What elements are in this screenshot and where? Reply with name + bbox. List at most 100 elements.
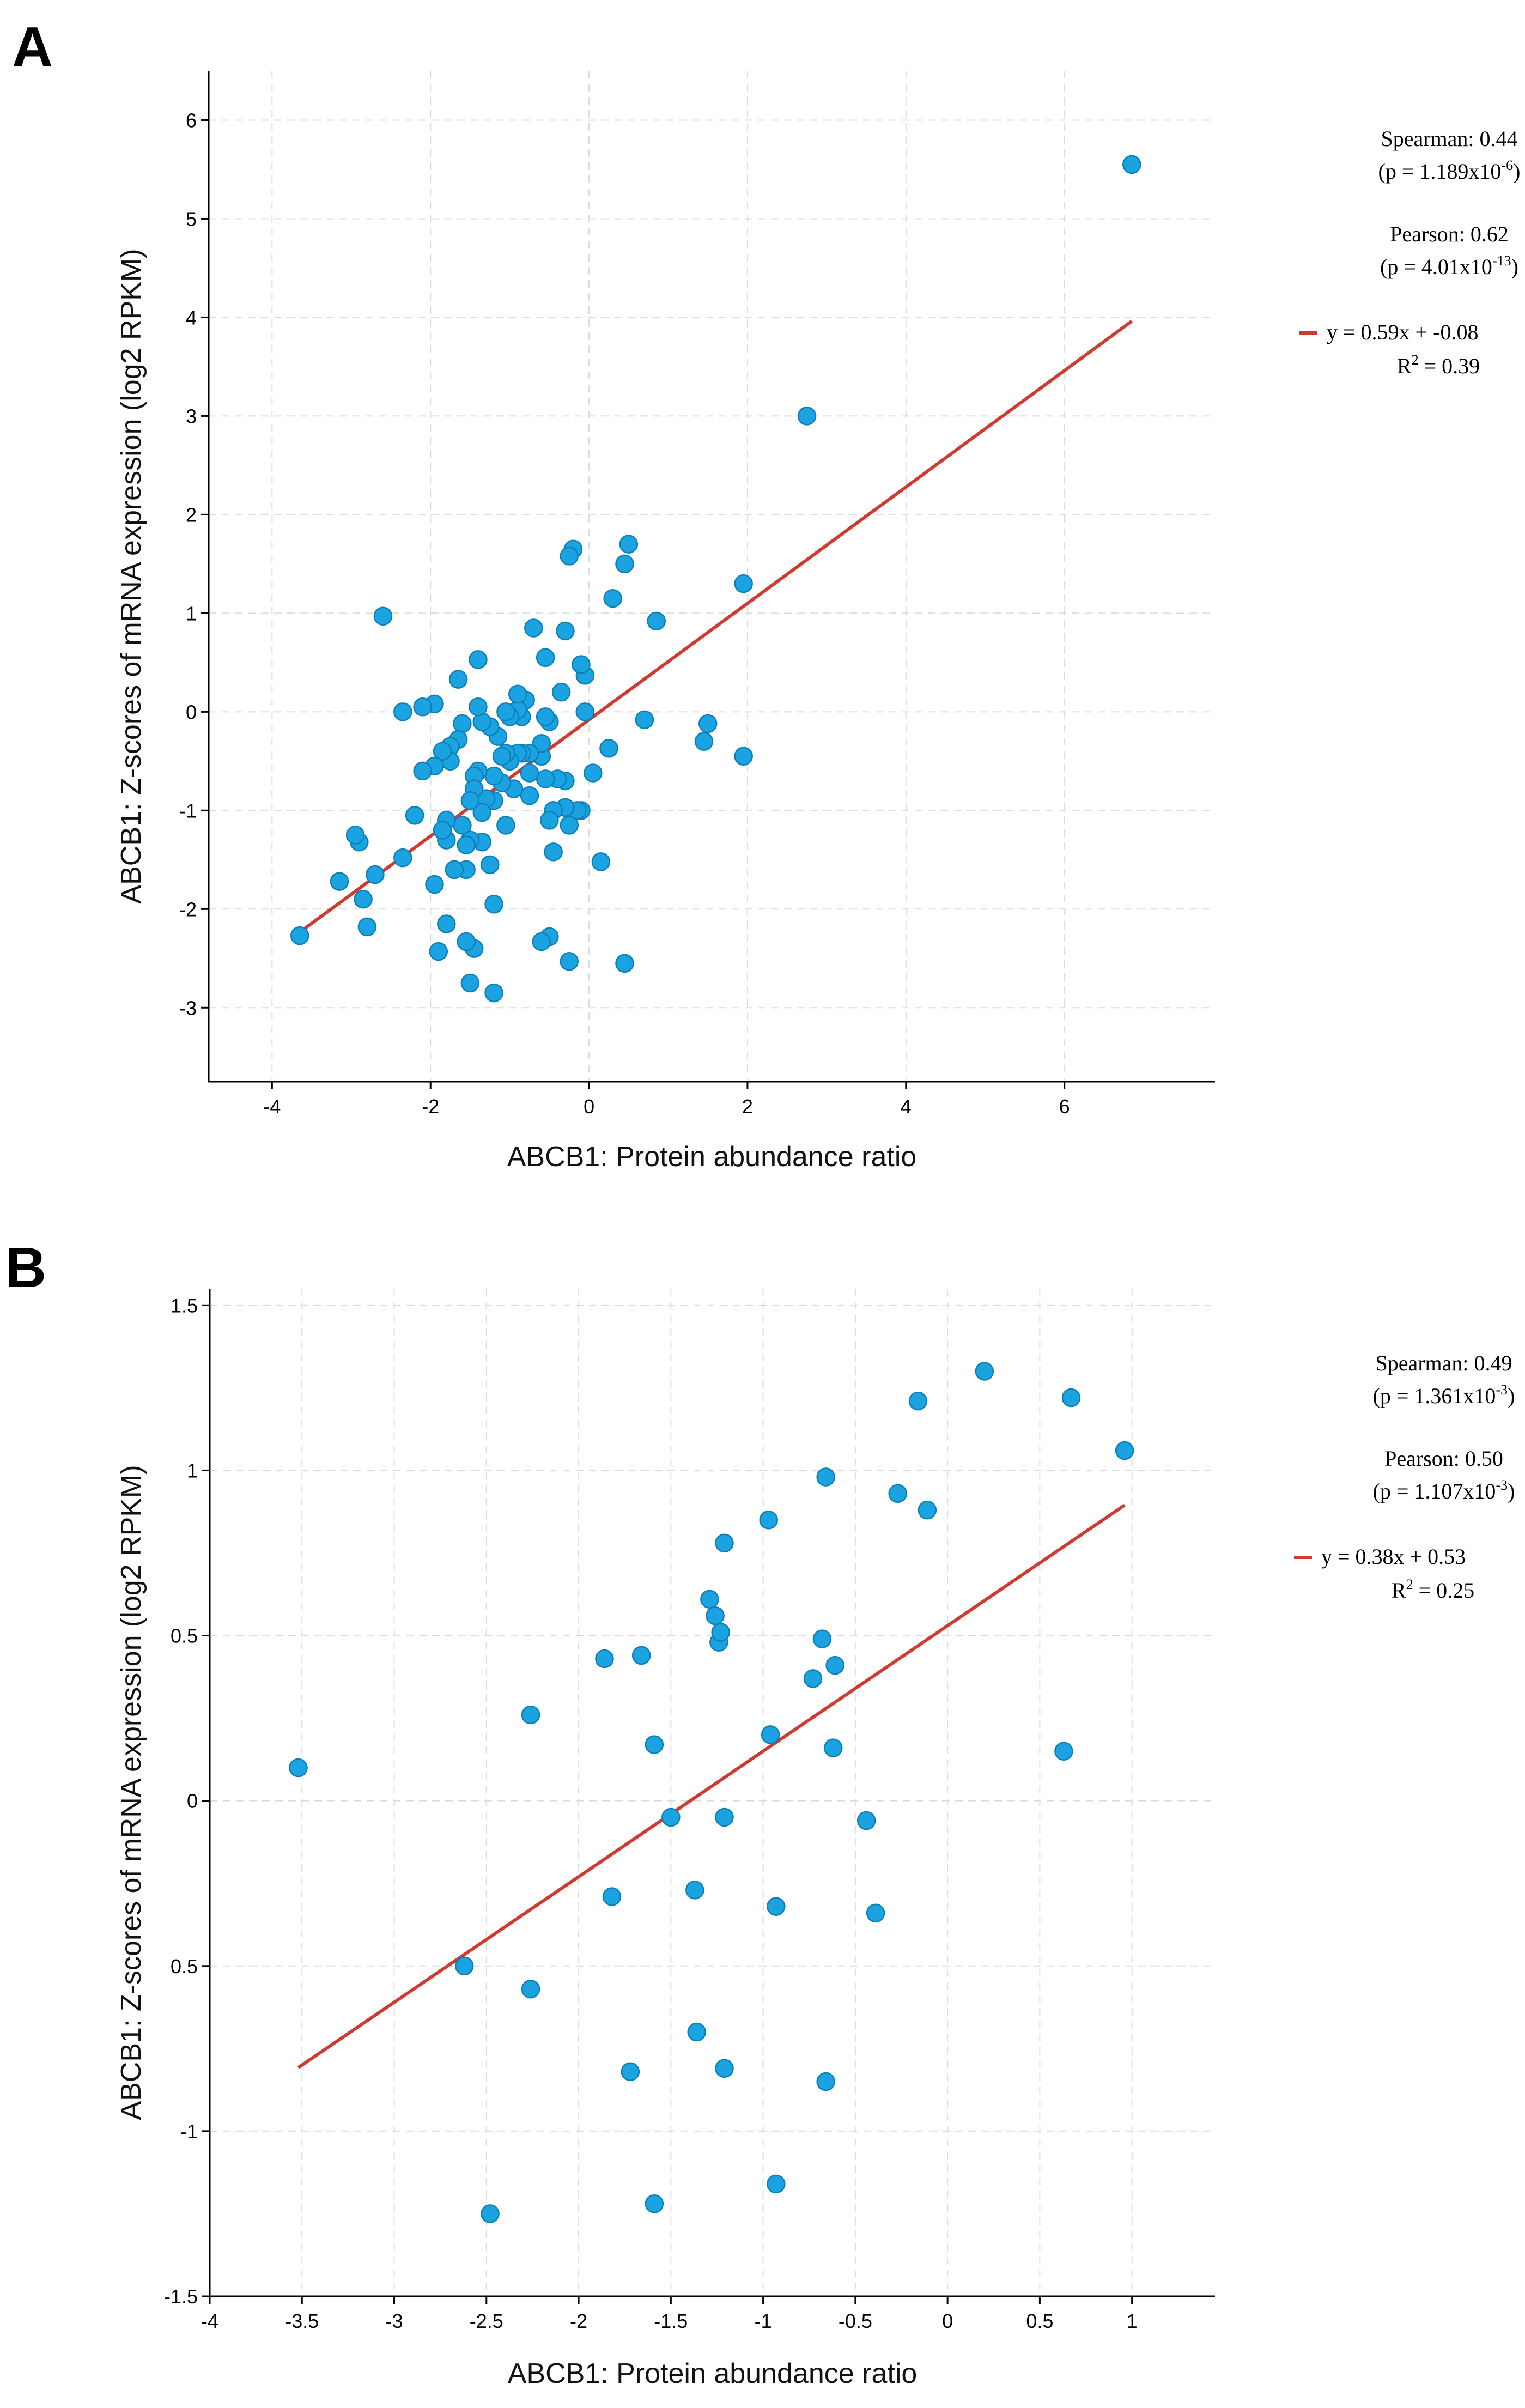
data-point <box>469 650 488 669</box>
data-point <box>908 1391 928 1411</box>
data-point <box>413 697 432 717</box>
data-point <box>647 611 666 631</box>
data-point <box>551 682 571 702</box>
data-point <box>918 1500 937 1520</box>
data-point <box>413 761 432 781</box>
data-point <box>572 655 591 674</box>
pearson-p-value: (p = 4.01x10-13) <box>1380 253 1518 279</box>
y-tick-label: -3 <box>179 997 197 1019</box>
y-tick-label: 6 <box>186 109 197 131</box>
data-point <box>823 1738 843 1757</box>
data-point <box>635 710 654 730</box>
y-tick-label: 1.5 <box>171 1294 198 1317</box>
data-point <box>975 1362 994 1381</box>
data-point <box>521 1705 540 1725</box>
data-point <box>445 860 464 880</box>
y-tick-label: 1 <box>186 602 197 624</box>
x-tick-label: -4 <box>263 1095 281 1118</box>
data-point <box>290 926 309 945</box>
data-point <box>524 618 543 638</box>
x-tick-label: -2.5 <box>470 2310 503 2332</box>
x-tick-label: 2 <box>742 1095 753 1118</box>
spearman-p-value: (p = 1.189x10-6) <box>1378 157 1521 184</box>
y-tick-label: 0.5 <box>171 1625 198 1647</box>
data-point <box>856 1811 876 1830</box>
data-point <box>496 702 515 721</box>
data-point <box>645 2194 664 2213</box>
data-point <box>825 1655 844 1675</box>
y-tick-label: 3 <box>186 405 197 427</box>
data-point <box>812 1629 832 1648</box>
data-point <box>536 648 555 668</box>
data-point <box>457 932 476 951</box>
data-point <box>700 1590 719 1609</box>
y-tick-label: -1 <box>179 799 197 822</box>
fit-equation: y = 0.59x + -0.08 <box>1327 320 1478 344</box>
x-tick-label: -3.5 <box>285 2310 319 2332</box>
spearman-value: Spearman: 0.49 <box>1375 1351 1512 1375</box>
data-point <box>866 1903 885 1923</box>
pearson-p-exponent: -3 <box>1496 1477 1508 1493</box>
data-point <box>816 1467 835 1487</box>
data-point <box>532 932 551 951</box>
r-squared: R2 = 0.25 <box>1392 1576 1474 1603</box>
r-squared-exponent: 2 <box>1412 352 1419 368</box>
data-point <box>345 826 365 845</box>
spearman-p-exponent: -3 <box>1496 1382 1508 1398</box>
data-point <box>685 1881 704 1900</box>
data-point <box>469 697 488 717</box>
panel-letter: A <box>12 16 53 79</box>
data-point <box>520 786 539 805</box>
data-point <box>433 821 452 840</box>
x-tick-label: -2 <box>570 2310 587 2332</box>
x-axis-title: ABCB1: Protein abundance ratio <box>508 2358 918 2389</box>
data-point <box>602 1887 622 1906</box>
data-point <box>354 889 373 909</box>
data-point <box>393 848 412 868</box>
fit-equation: y = 0.38x + 0.53 <box>1321 1544 1466 1569</box>
data-point <box>536 707 555 726</box>
r-squared-exponent: 2 <box>1406 1576 1413 1592</box>
pearson-p-base: (p = 1.107x10 <box>1373 1479 1496 1503</box>
data-point <box>425 875 444 894</box>
data-point <box>715 1533 734 1553</box>
x-tick-label: 6 <box>1059 1095 1070 1118</box>
data-point <box>484 983 503 1003</box>
data-point <box>437 914 456 933</box>
x-tick-label: -0.5 <box>839 2310 872 2332</box>
data-point <box>560 547 579 566</box>
data-point <box>645 1735 664 1754</box>
pearson-p-close: ) <box>1508 1479 1515 1503</box>
data-point <box>373 606 393 626</box>
data-point <box>698 714 718 733</box>
data-point <box>1122 155 1141 174</box>
y-tick-label: -2 <box>179 898 197 920</box>
spearman-p-exponent: -6 <box>1501 157 1513 173</box>
data-point <box>429 942 448 961</box>
data-point <box>544 842 563 862</box>
data-point <box>661 1807 681 1827</box>
x-tick-label: 0.5 <box>1026 2310 1053 2332</box>
x-tick-label: 0 <box>584 1095 594 1118</box>
data-point <box>1061 1388 1081 1408</box>
data-point <box>888 1484 907 1503</box>
data-point <box>591 852 611 871</box>
data-point <box>448 670 468 689</box>
data-point <box>492 747 512 766</box>
data-point <box>621 2062 640 2082</box>
data-point <box>595 1649 614 1669</box>
data-point <box>615 554 634 574</box>
r-squared-symbol: R <box>1392 1578 1406 1603</box>
data-point <box>484 766 503 786</box>
spearman-p-close: ) <box>1508 1384 1515 1408</box>
pearson-p-value: (p = 1.107x10-3) <box>1373 1477 1515 1503</box>
data-point <box>584 763 603 783</box>
x-tick-label: 0 <box>942 2310 953 2332</box>
r-squared: R2 = 0.39 <box>1397 352 1480 378</box>
spearman-p-value: (p = 1.361x10-3) <box>1373 1382 1515 1408</box>
data-point <box>472 803 491 822</box>
data-point <box>508 684 527 704</box>
pearson-p-base: (p = 4.01x10 <box>1380 254 1492 279</box>
data-point <box>797 407 817 426</box>
data-point <box>330 872 349 891</box>
